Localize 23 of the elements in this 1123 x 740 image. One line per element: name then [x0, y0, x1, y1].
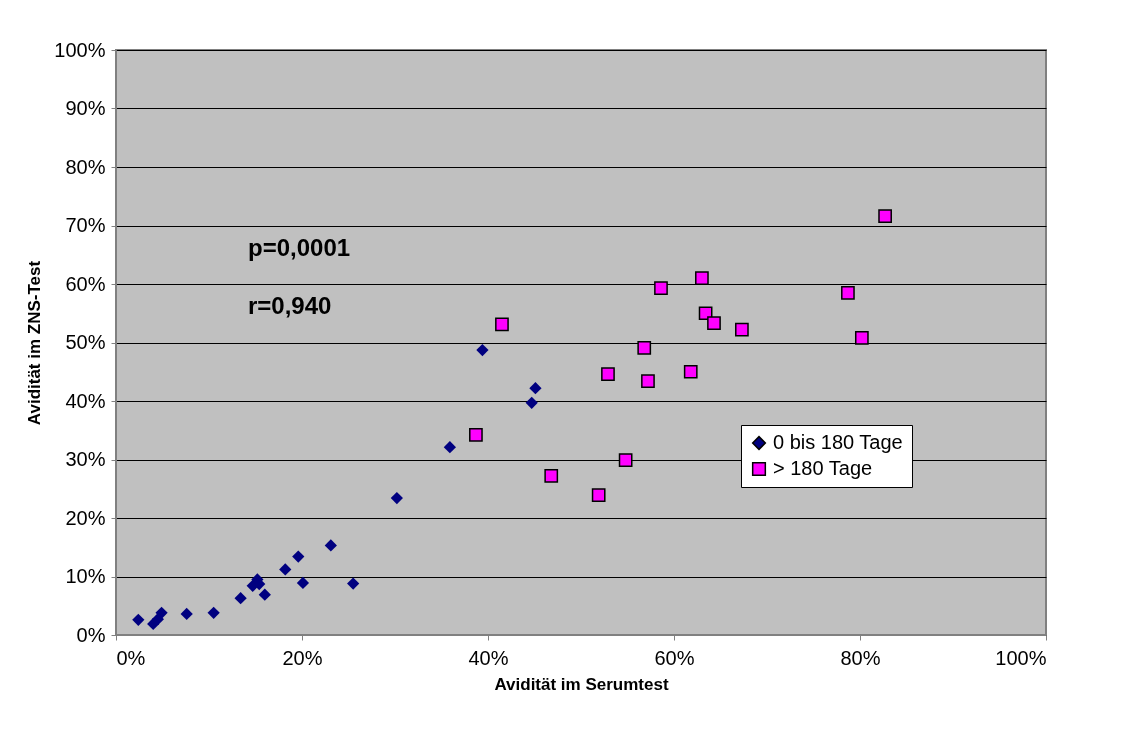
y-tick-label: 30% [65, 448, 106, 470]
legend-label: 0 bis 180 Tage [773, 431, 903, 453]
x-tick-label: 80% [840, 646, 881, 669]
y-axis-title: Avidität im ZNS-Test [25, 260, 45, 426]
y-tick-label: 80% [65, 155, 106, 178]
y-tick-label: 90% [65, 97, 106, 119]
x-tick-label: 100% [995, 646, 1047, 669]
annotation: p=0,0001 [248, 234, 351, 261]
y-tick-label: 20% [65, 506, 106, 529]
y-tick-label: 60% [65, 272, 106, 295]
y-tick-label: 70% [65, 214, 106, 236]
x-tick-label: 60% [654, 646, 695, 669]
x-tick-label: 20% [282, 646, 323, 669]
y-tick-label: 40% [65, 389, 106, 412]
x-tick-label: 40% [468, 646, 509, 669]
x-axis-title: Avidität im Serumtest [494, 674, 669, 694]
y-tick-label: 100% [54, 38, 106, 61]
x-tick-label: 0% [116, 646, 146, 669]
annotation: r=0,940 [248, 292, 332, 319]
y-tick-label: 10% [65, 565, 106, 587]
y-tick-label: 50% [65, 331, 106, 353]
y-tick-label: 0% [76, 623, 106, 646]
legend-label: > 180 Tage [773, 457, 873, 479]
